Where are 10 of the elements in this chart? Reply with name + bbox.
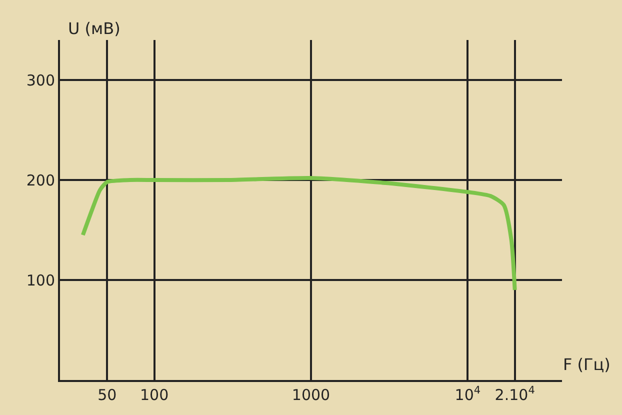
- x-tick-label: 2.10$^{4}$: [494, 384, 536, 404]
- x-axis-title: F (Гц): [563, 355, 610, 374]
- x-tick-label: 10$^{4}$: [454, 384, 481, 404]
- x-tick-label: 100: [140, 386, 169, 404]
- y-axis-title: U (мВ): [68, 19, 120, 38]
- x-tick-label: 50: [98, 386, 117, 404]
- y-tick-label: 200: [26, 171, 55, 190]
- x-tick-label: 1000: [292, 386, 330, 404]
- y-tick-label: 300: [26, 71, 55, 90]
- y-tick-label: 100: [26, 271, 55, 290]
